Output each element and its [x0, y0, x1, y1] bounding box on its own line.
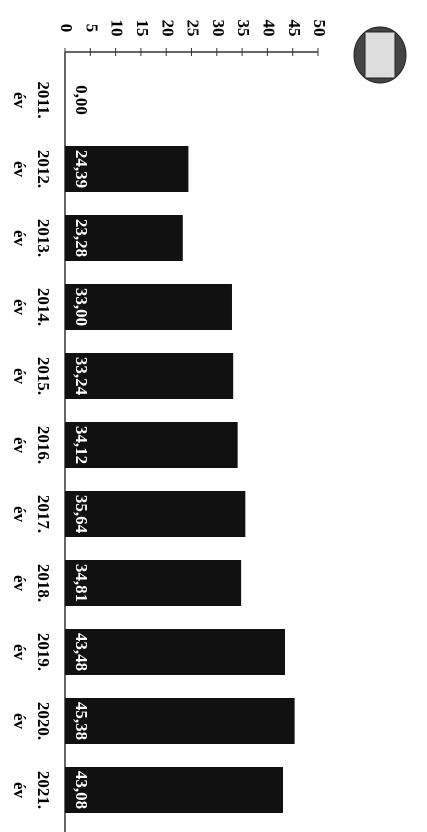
x-tick-label: 45: [285, 20, 304, 37]
x-tick-label: 5: [82, 24, 101, 33]
x-tick-label: 20: [158, 20, 177, 37]
value-label: 43,48: [72, 633, 91, 671]
category-label: 2020.év: [10, 702, 53, 740]
value-label: 43,08: [72, 771, 91, 809]
bar: [65, 284, 232, 330]
value-label: 34,12: [72, 426, 91, 464]
bar: [65, 422, 238, 468]
x-tick-label: 25: [184, 20, 203, 37]
bar: [65, 146, 189, 192]
x-tick-label: 10: [108, 19, 127, 36]
value-label: 34,81: [72, 564, 91, 602]
category-label: 2021.év: [10, 771, 53, 809]
category-label: 2018.év: [10, 564, 53, 602]
category-label: 2019.év: [10, 633, 53, 671]
x-tick-label: 30: [209, 20, 228, 37]
value-label: 45,38: [72, 702, 91, 740]
x-tick-label: 35: [234, 20, 253, 37]
value-label: 35,64: [72, 495, 91, 534]
x-tick-label: 50: [310, 20, 329, 37]
category-label: 2012.év: [10, 150, 53, 188]
bar: [65, 560, 242, 606]
value-label: 33,24: [72, 357, 91, 396]
logo: [353, 26, 407, 84]
bar: [65, 698, 295, 744]
x-tick-label: 15: [133, 20, 152, 37]
value-label: 33,00: [72, 288, 91, 326]
category-label: 2011.év: [10, 81, 53, 118]
bar: [65, 767, 283, 813]
value-label: 0,00: [72, 85, 91, 115]
value-label: 23,28: [72, 219, 91, 257]
category-label: 2017.év: [10, 495, 53, 533]
bar: [65, 215, 183, 261]
category-label: 2014.év: [10, 288, 53, 326]
bar: [65, 353, 234, 399]
bar: [65, 629, 286, 675]
category-label: 2016.év: [10, 426, 53, 464]
x-tick-label: 40: [259, 20, 278, 37]
x-tick-label: 0: [57, 24, 76, 33]
bar: [65, 491, 246, 537]
category-label: 2015.év: [10, 357, 53, 395]
category-label: 2013.év: [10, 219, 53, 257]
value-label: 24,39: [72, 150, 91, 188]
